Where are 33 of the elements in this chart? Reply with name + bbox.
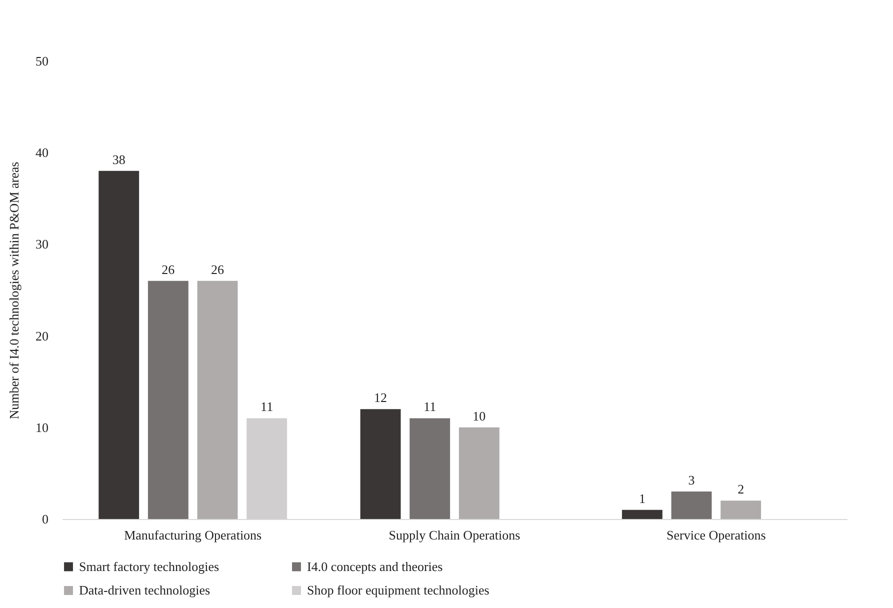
y-axis-title: Number of I4.0 technologies within P&OM areas <box>6 162 22 420</box>
y-tick-label: 20 <box>36 328 48 344</box>
y-tick-label: 50 <box>36 54 48 68</box>
data-label: 11 <box>424 399 436 414</box>
bar <box>720 500 762 519</box>
data-label: 3 <box>688 472 695 488</box>
x-tick-label: Manufacturing Operations <box>124 528 262 542</box>
data-label: 38 <box>112 152 126 167</box>
legend-label: Data-driven technologies <box>79 582 210 598</box>
bar <box>98 170 140 519</box>
bar <box>360 409 401 519</box>
data-label: 2 <box>738 482 744 497</box>
y-tick-label: 40 <box>36 145 48 160</box>
legend-label: Shop floor equipment technologies <box>307 582 490 598</box>
y-tick-label: 10 <box>36 420 48 435</box>
data-label: 26 <box>162 262 176 277</box>
data-label: 1 <box>638 490 646 506</box>
x-tick-label: Service Operations <box>666 528 766 542</box>
bar <box>197 280 238 519</box>
legend-label: Smart factory technologies <box>79 558 220 574</box>
data-label: 26 <box>210 262 224 277</box>
data-label: 10 <box>472 408 486 424</box>
x-tick-label: Supply Chain Operations <box>388 528 520 542</box>
bar <box>410 418 450 519</box>
data-label: 12 <box>374 390 388 406</box>
legend-label: I4.0 concepts and theories <box>307 558 443 574</box>
data-label: 11 <box>260 399 274 414</box>
bar <box>148 280 188 519</box>
bar <box>671 492 712 519</box>
bar <box>458 427 500 519</box>
y-tick-label: 30 <box>36 236 48 252</box>
y-tick-label: 0 <box>42 512 48 526</box>
bar <box>622 510 662 519</box>
